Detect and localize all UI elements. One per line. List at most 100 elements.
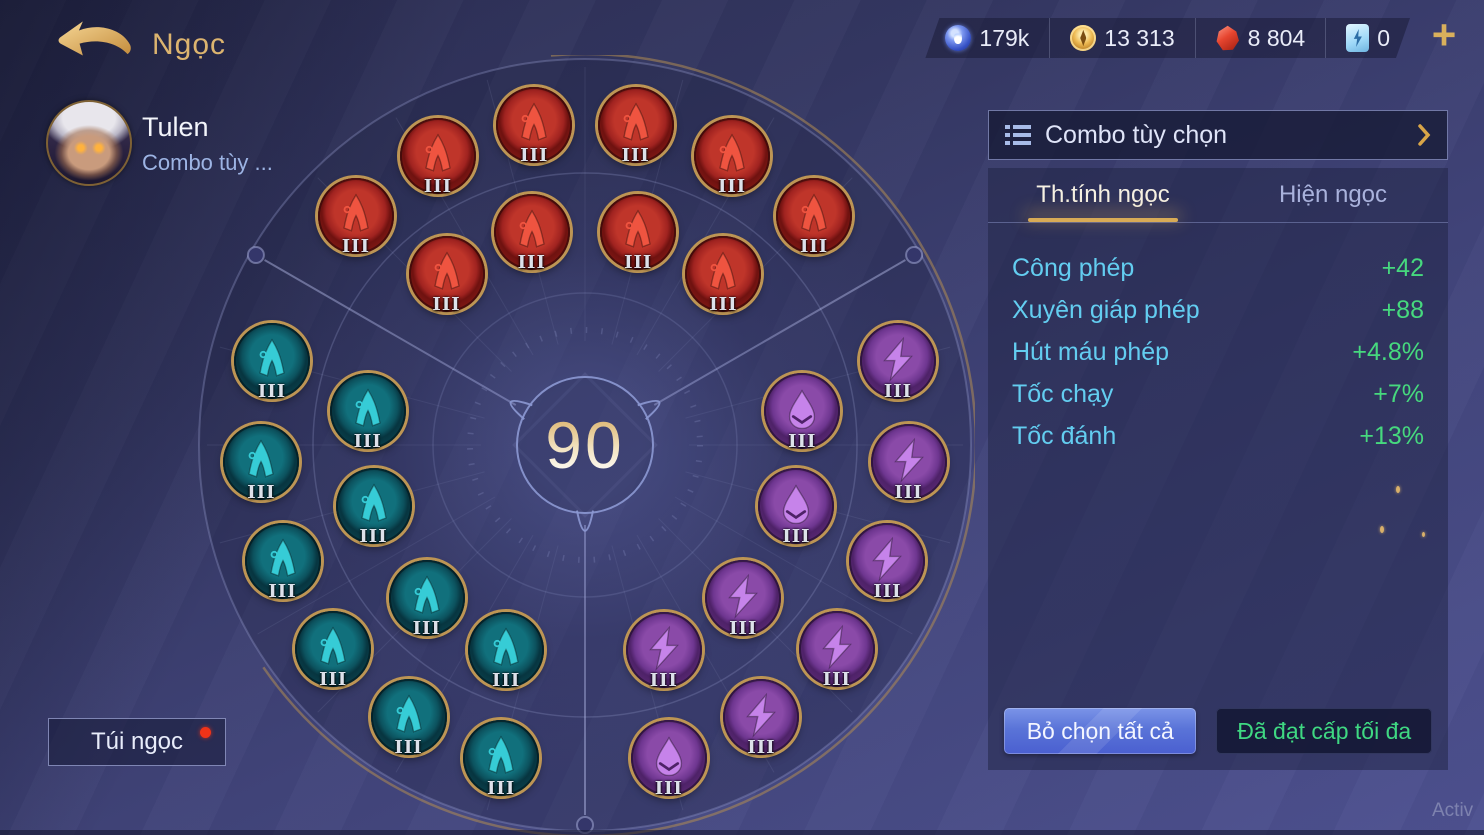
gem-level-label: III — [394, 736, 423, 758]
stat-row: Tốc chạy +7% — [988, 373, 1448, 415]
rune-gem-teal-rune[interactable]: III — [388, 559, 465, 639]
gem-level-label: III — [319, 668, 348, 690]
gem-level-label: III — [883, 381, 913, 403]
add-currency-button[interactable]: + — [1431, 11, 1457, 58]
sparkle-decoration — [1396, 486, 1400, 493]
currency-gold[interactable]: 13 313 — [1049, 18, 1194, 58]
gem-level-label: III — [729, 617, 758, 639]
rune-gem-purple-bolt[interactable]: III — [870, 423, 947, 503]
rune-icon — [478, 733, 524, 779]
rune-icon — [310, 624, 356, 670]
rune-gem-purple-bolt[interactable]: III — [625, 612, 702, 692]
rune-gem-red-rune[interactable]: III — [600, 193, 677, 273]
max-level-button[interactable]: Đã đạt cấp tối đa — [1216, 708, 1432, 754]
gem-level-label: III — [354, 431, 382, 452]
gem-level-label: III — [799, 235, 829, 257]
bolt-icon — [641, 626, 687, 672]
rune-gem-red-rune[interactable]: III — [493, 193, 570, 273]
tab-rune-stats[interactable]: Th.tính ngọc — [988, 168, 1218, 222]
currency-spell-pages[interactable]: 179k — [925, 18, 1049, 58]
hero-combo-label: Combo tùy ... — [142, 150, 273, 175]
rune-icon — [249, 336, 295, 382]
side-panel: Combo tùy chọn Th.tính ngọc Hiện ngọc Cô… — [988, 110, 1448, 770]
rune-icon — [386, 692, 432, 738]
currency-tickets[interactable]: 0 — [1325, 18, 1410, 58]
rune-gem-red-rune[interactable]: III — [399, 118, 476, 198]
rune-icon — [791, 191, 837, 237]
rune-icon — [709, 131, 755, 177]
rune-gem-purple-drop[interactable]: III — [758, 467, 835, 547]
page-title: Ngọc — [152, 28, 227, 61]
rune-gem-teal-rune[interactable]: III — [244, 523, 321, 602]
stat-value: +7% — [1373, 379, 1424, 408]
rune-bag-button[interactable]: Túi ngọc — [48, 718, 226, 766]
stats-list: Công phép +42 Xuyên giáp phép +88 Hút má… — [988, 247, 1448, 457]
rune-gem-teal-rune[interactable]: III — [223, 423, 300, 503]
gem-level-label: III — [747, 736, 776, 758]
gem-level-label: III — [624, 251, 653, 273]
drop-icon — [646, 733, 692, 779]
rune-gem-teal-rune[interactable]: III — [295, 610, 372, 690]
rune-icon — [333, 191, 379, 237]
gem-level-label: III — [873, 581, 902, 603]
gold-coin-icon — [1070, 25, 1096, 51]
gem-level-label: III — [649, 670, 678, 692]
blue-ticket-icon — [1346, 24, 1369, 52]
rune-gem-red-rune[interactable]: III — [597, 86, 674, 166]
rune-icon — [511, 100, 557, 146]
gem-level-label: III — [423, 176, 453, 198]
rune-gem-purple-bolt[interactable]: III — [798, 610, 875, 690]
rune-wheel: III III III III III III III III III III III III III I… — [192, 52, 978, 835]
back-arrow-icon — [58, 21, 131, 56]
rune-icon — [483, 626, 529, 672]
rune-gem-red-rune[interactable]: III — [694, 118, 771, 197]
rune-gem-purple-bolt[interactable]: III — [859, 323, 936, 403]
combo-select-header[interactable]: Combo tùy chọn — [988, 110, 1448, 160]
rune-icon — [424, 249, 470, 295]
currency-gems[interactable]: 8 804 — [1195, 18, 1326, 58]
rune-gem-teal-rune[interactable]: III — [335, 467, 412, 547]
tab-show-runes[interactable]: Hiện ngọc — [1278, 181, 1388, 208]
rune-gem-red-rune[interactable]: III — [317, 177, 394, 257]
rune-icon — [404, 573, 450, 619]
rune-gem-purple-drop[interactable]: III — [764, 372, 841, 452]
back-button[interactable] — [55, 20, 137, 66]
rune-gem-red-rune[interactable]: III — [496, 86, 573, 166]
deselect-all-button[interactable]: Bỏ chọn tất cả — [1004, 708, 1197, 754]
rune-gem-teal-rune[interactable]: III — [370, 678, 447, 758]
chevron-right-icon — [1418, 124, 1431, 146]
rune-gem-teal-rune[interactable]: III — [234, 323, 311, 402]
rune-gem-red-rune[interactable]: III — [408, 236, 485, 315]
gem-level-label: III — [492, 670, 521, 692]
rune-gem-purple-bolt[interactable]: III — [705, 559, 782, 639]
rune-gem-teal-rune[interactable]: III — [463, 719, 540, 799]
bolt-icon — [814, 624, 860, 670]
stat-row: Tốc đánh +13% — [988, 415, 1448, 457]
gem-level-label: III — [341, 235, 371, 257]
gem-level-label: III — [788, 431, 816, 452]
hero-avatar[interactable] — [46, 100, 132, 186]
gem-level-label: III — [621, 144, 650, 166]
rune-gem-teal-rune[interactable]: III — [329, 372, 406, 452]
rune-gem-purple-bolt[interactable]: III — [723, 678, 800, 758]
gem-level-label: III — [487, 777, 516, 799]
rune-gem-purple-drop[interactable]: III — [630, 719, 707, 799]
stat-label: Hút máu phép — [1012, 337, 1170, 366]
stat-row: Xuyên giáp phép +88 — [988, 289, 1448, 331]
rune-gem-red-rune[interactable]: III — [685, 236, 762, 316]
rune-gem-teal-rune[interactable]: III — [468, 612, 545, 692]
sparkle-decoration — [1380, 526, 1384, 533]
gem-level-label: III — [709, 294, 738, 316]
rune-icon — [615, 207, 661, 253]
stat-value: +4.8% — [1352, 337, 1424, 366]
rune-gem-red-rune[interactable]: III — [776, 177, 853, 257]
rune-gem-purple-bolt[interactable]: III — [849, 523, 926, 603]
panel-buttons: Bỏ chọn tất cả Đã đạt cấp tối đa — [988, 708, 1448, 770]
sparkle-decoration — [1422, 532, 1425, 537]
panel-body: Th.tính ngọc Hiện ngọc Công phép +42 Xuy… — [988, 168, 1448, 770]
gem-level-label: III — [517, 251, 546, 273]
rune-wheel-gems: III III III III III III III III III III III III III I… — [195, 55, 975, 835]
gem-level-label: III — [822, 668, 851, 690]
rune-bag-label: Túi ngọc — [90, 728, 184, 755]
